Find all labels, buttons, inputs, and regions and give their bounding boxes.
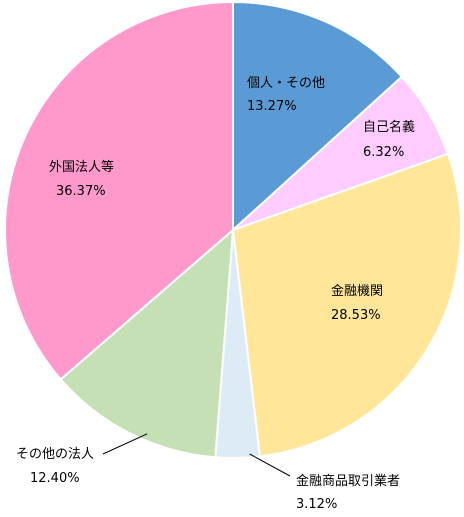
pie-slice-gaikoku (3, 0, 234, 381)
leader-line-hojin (102, 433, 148, 455)
slice-label-shoken-name: 金融商品取引業者 (296, 473, 400, 489)
leader-lines-layer (102, 433, 291, 477)
pie-slice-hojin (59, 227, 235, 459)
slice-label-shoken-value: 3.12% (296, 497, 337, 512)
slice-label-kojin-name: 個人・その他 (247, 76, 325, 91)
slice-label-gaikoku-name: 外国法人等 (49, 159, 114, 175)
slice-label-hojin-name: その他の法人 (16, 447, 94, 462)
slice-label-kinyu-value: 28.53% (331, 308, 381, 323)
slice-label-kojin-value: 13.27% (247, 99, 297, 114)
slice-label-jiko-value: 6.32% (363, 145, 404, 160)
leader-line-shoken (249, 453, 291, 477)
slice-label-kinyu-name: 金融機関 (331, 283, 383, 299)
slice-label-gaikoku-value: 36.37% (56, 184, 106, 199)
slice-label-hojin-value: 12.40% (30, 471, 80, 486)
labels-layer: 個人・その他 13.27% 自己名義 6.32% 金融機関 28.53% 金融商… (16, 76, 415, 512)
pie-slice-kojin (232, 0, 404, 233)
pie-slice-kinyu (231, 152, 462, 458)
slice-label-jiko-name: 自己名義 (363, 119, 415, 135)
slices-layer (3, 0, 462, 459)
